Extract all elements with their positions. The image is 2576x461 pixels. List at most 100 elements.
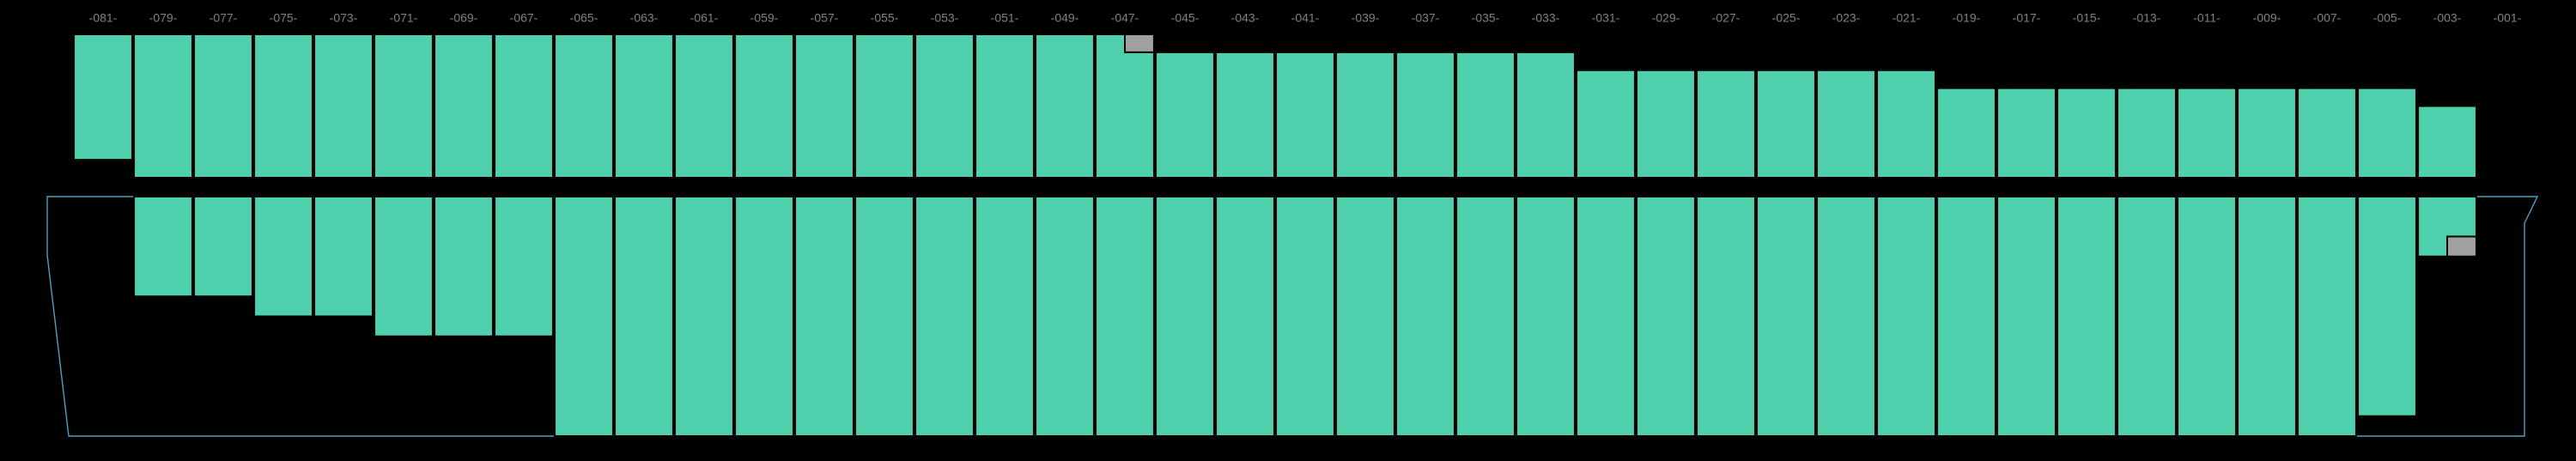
deck-stack-007[interactable] [2298, 88, 2356, 178]
deck-stack-067[interactable] [495, 34, 553, 178]
deck-stack-013[interactable] [2117, 88, 2176, 178]
hold-stack-033[interactable] [1516, 197, 1575, 436]
hold-stack-063[interactable] [615, 197, 673, 436]
bay-label: -063- [630, 11, 659, 25]
hold-stack-013[interactable] [2117, 197, 2176, 436]
deck-stack-011[interactable] [2178, 88, 2236, 178]
hold-stack-077[interactable] [194, 197, 252, 296]
hold-stack-041[interactable] [1276, 197, 1334, 436]
hold-stack-073[interactable] [314, 197, 373, 317]
deck-stack-045[interactable] [1156, 52, 1214, 178]
hold-stack-021[interactable] [1877, 197, 1935, 436]
hold-stack-075[interactable] [254, 197, 313, 317]
bay-label: -037- [1412, 11, 1440, 25]
hold-stack-035[interactable] [1456, 197, 1515, 436]
deck-extra-047[interactable] [1125, 34, 1154, 52]
bay-label: -001- [2494, 11, 2522, 25]
hold-stack-051[interactable] [975, 197, 1034, 436]
deck-stack-049[interactable] [1036, 34, 1094, 178]
hold-stack-071[interactable] [374, 197, 433, 337]
hold-stack-069[interactable] [434, 197, 493, 337]
deck-stack-071[interactable] [374, 34, 433, 178]
bay-label: -019- [1953, 11, 1981, 25]
deck-stack-047[interactable] [1096, 34, 1154, 178]
deck-stack-009[interactable] [2238, 88, 2296, 178]
hold-extra-003[interactable] [2447, 237, 2476, 257]
deck-stack-077[interactable] [194, 34, 252, 178]
hold-stack-029[interactable] [1637, 197, 1695, 436]
bay-label: -005- [2373, 11, 2402, 25]
bay-label: -015- [2073, 11, 2101, 25]
hold-stack-043[interactable] [1216, 197, 1274, 436]
hold-stack-053[interactable] [915, 197, 974, 436]
hold-stack-011[interactable] [2178, 197, 2236, 436]
deck-stack-051[interactable] [975, 34, 1034, 178]
deck-stack-005[interactable] [2358, 88, 2416, 178]
deck-stack-037[interactable] [1396, 52, 1455, 178]
bay-label: -051- [991, 11, 1019, 25]
deck-stack-039[interactable] [1336, 52, 1394, 178]
hold-stack-007[interactable] [2298, 197, 2356, 436]
hold-stack-057[interactable] [795, 197, 854, 436]
hold-stack-055[interactable] [855, 197, 914, 436]
deck-stack-031[interactable] [1577, 70, 1635, 178]
deck-stack-023[interactable] [1817, 70, 1875, 178]
bay-label: -081- [89, 11, 118, 25]
hold-stack-037[interactable] [1396, 197, 1455, 436]
deck-stack-035[interactable] [1456, 52, 1515, 178]
bay-label: -027- [1712, 11, 1741, 25]
hold-stack-019[interactable] [1937, 197, 1996, 436]
bay-label: -017- [2013, 11, 2041, 25]
hold-stack-059[interactable] [735, 197, 793, 436]
deck-stack-015[interactable] [2057, 88, 2116, 178]
bay-label: -023- [1832, 11, 1861, 25]
deck-stack-059[interactable] [735, 34, 793, 178]
hold-stack-017[interactable] [1997, 197, 2056, 436]
hold-stack-005[interactable] [2358, 197, 2416, 416]
bay-label: -065- [570, 11, 598, 25]
deck-stack-061[interactable] [675, 34, 733, 178]
deck-stack-053[interactable] [915, 34, 974, 178]
deck-stack-029[interactable] [1637, 70, 1695, 178]
bay-label: -031- [1592, 11, 1620, 25]
bay-label: -075- [270, 11, 298, 25]
deck-stack-019[interactable] [1937, 88, 1996, 178]
deck-stack-065[interactable] [555, 34, 613, 178]
deck-stack-003[interactable] [2418, 106, 2476, 179]
deck-stack-057[interactable] [795, 34, 854, 178]
hold-stack-009[interactable] [2238, 197, 2296, 436]
deck-stack-033[interactable] [1516, 52, 1575, 178]
deck-stack-055[interactable] [855, 34, 914, 178]
deck-stack-063[interactable] [615, 34, 673, 178]
deck-stack-075[interactable] [254, 34, 313, 178]
bay-label: -069- [450, 11, 478, 25]
hold-stack-045[interactable] [1156, 197, 1214, 436]
bay-label: -057- [811, 11, 839, 25]
hold-stack-049[interactable] [1036, 197, 1094, 436]
deck-stack-021[interactable] [1877, 70, 1935, 178]
hold-stack-065[interactable] [555, 197, 613, 436]
hold-stack-067[interactable] [495, 197, 553, 337]
ship-profile-diagram: -081--079--077--075--073--071--069--067-… [0, 0, 2576, 461]
hold-stack-079[interactable] [134, 197, 192, 296]
bay-label: -059- [750, 11, 779, 25]
deck-stack-043[interactable] [1216, 52, 1274, 178]
hold-stack-027[interactable] [1697, 197, 1755, 436]
bay-label: -029- [1652, 11, 1680, 25]
deck-stack-081[interactable] [74, 34, 132, 160]
hold-stack-047[interactable] [1096, 197, 1154, 436]
deck-stack-079[interactable] [134, 34, 192, 178]
bay-label: -039- [1352, 11, 1380, 25]
deck-stack-073[interactable] [314, 34, 373, 178]
deck-stack-069[interactable] [434, 34, 493, 178]
hold-stack-015[interactable] [2057, 197, 2116, 436]
hold-stack-025[interactable] [1757, 197, 1815, 436]
deck-stack-017[interactable] [1997, 88, 2056, 178]
deck-stack-025[interactable] [1757, 70, 1815, 178]
deck-stack-027[interactable] [1697, 70, 1755, 178]
deck-stack-041[interactable] [1276, 52, 1334, 178]
hold-stack-061[interactable] [675, 197, 733, 436]
hold-stack-039[interactable] [1336, 197, 1394, 436]
hold-stack-023[interactable] [1817, 197, 1875, 436]
hold-stack-031[interactable] [1577, 197, 1635, 436]
